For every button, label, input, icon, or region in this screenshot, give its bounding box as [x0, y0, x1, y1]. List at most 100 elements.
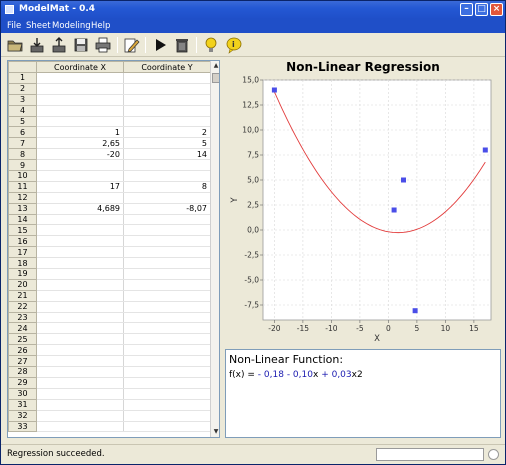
row-header[interactable]: 7 — [8, 137, 37, 150]
cell-y[interactable] — [123, 246, 211, 259]
delete-icon[interactable] — [173, 36, 191, 54]
open-folder-icon[interactable] — [6, 36, 24, 54]
row-header[interactable]: 3 — [8, 93, 37, 106]
cell-x[interactable]: 2,65 — [36, 137, 124, 150]
cell-y[interactable] — [123, 170, 211, 182]
cell-x[interactable] — [36, 388, 124, 400]
table-row[interactable]: 26 — [8, 344, 211, 357]
cell-x[interactable] — [36, 94, 124, 106]
export-icon[interactable] — [50, 36, 68, 54]
cell-x[interactable] — [36, 83, 124, 95]
cell-x[interactable] — [36, 235, 124, 248]
minimize-button[interactable]: – — [460, 3, 473, 16]
cell-y[interactable] — [123, 235, 211, 248]
table-row[interactable]: 1 — [8, 72, 211, 84]
row-header[interactable]: 24 — [8, 322, 37, 335]
cell-x[interactable] — [36, 159, 124, 172]
close-button[interactable]: × — [490, 3, 503, 16]
table-row[interactable]: 14 — [8, 213, 211, 226]
row-header[interactable]: 8 — [8, 148, 37, 161]
table-row[interactable]: 18 — [8, 257, 211, 270]
scroll-thumb[interactable] — [212, 73, 219, 83]
cell-x[interactable] — [36, 268, 124, 280]
row-header[interactable]: 6 — [8, 126, 37, 139]
cell-x[interactable] — [36, 322, 124, 335]
cell-x[interactable] — [36, 246, 124, 259]
table-row[interactable]: 20 — [8, 278, 211, 291]
table-row[interactable]: 33 — [8, 420, 211, 433]
cell-x[interactable] — [36, 279, 124, 291]
table-row[interactable]: 31 — [8, 398, 211, 411]
table-row[interactable]: 11 17 8 — [8, 180, 211, 193]
idea-icon[interactable] — [202, 36, 220, 54]
table-row[interactable]: 32 — [8, 409, 211, 422]
menu-file[interactable]: File — [7, 21, 22, 31]
table-row[interactable]: 16 — [8, 235, 211, 248]
table-row[interactable]: 7 2,65 5 — [8, 137, 211, 150]
cell-y[interactable] — [123, 322, 211, 335]
row-header[interactable]: 32 — [8, 409, 37, 422]
row-header[interactable]: 5 — [8, 115, 37, 128]
row-header[interactable]: 22 — [8, 300, 37, 313]
row-header[interactable]: 28 — [8, 366, 37, 378]
table-row[interactable]: 27 — [8, 355, 211, 368]
scroll-up-icon[interactable]: ▲ — [213, 62, 219, 69]
cell-x[interactable] — [36, 333, 124, 346]
cell-y[interactable]: -8,07 — [123, 203, 211, 215]
row-header[interactable]: 11 — [8, 180, 37, 193]
cell-x[interactable] — [36, 410, 124, 422]
cell-x[interactable] — [36, 290, 124, 302]
cell-y[interactable] — [123, 333, 211, 346]
row-header[interactable]: 21 — [8, 289, 37, 302]
row-header[interactable]: 17 — [8, 246, 37, 259]
maximize-button[interactable]: □ — [475, 3, 488, 16]
cell-x[interactable] — [36, 366, 124, 378]
save-icon[interactable] — [72, 36, 90, 54]
import-icon[interactable] — [28, 36, 46, 54]
scroll-down-icon[interactable]: ▼ — [213, 428, 219, 435]
print-icon[interactable] — [94, 36, 112, 54]
cell-y[interactable] — [123, 399, 211, 411]
table-row[interactable]: 2 — [8, 82, 211, 95]
cell-x[interactable]: 4,689 — [36, 203, 124, 215]
help-icon[interactable]: i — [225, 36, 243, 54]
row-header[interactable]: 26 — [8, 344, 37, 357]
cell-x[interactable] — [36, 421, 124, 433]
row-header[interactable]: 30 — [8, 387, 37, 400]
cell-x[interactable] — [36, 224, 124, 237]
row-header[interactable]: 14 — [8, 213, 37, 226]
menu-sheet[interactable]: Sheet — [26, 21, 51, 31]
sheet-scrollbar[interactable]: ▲ ▼ — [210, 61, 219, 437]
row-header[interactable]: 29 — [8, 376, 37, 389]
table-row[interactable]: 21 — [8, 289, 211, 302]
row-header[interactable]: 23 — [8, 311, 37, 324]
edit-icon[interactable] — [122, 36, 140, 54]
row-header[interactable]: 33 — [8, 420, 37, 433]
cell-y[interactable] — [123, 366, 211, 378]
cell-y[interactable] — [123, 388, 211, 400]
cell-y[interactable] — [123, 72, 211, 84]
cell-x[interactable] — [36, 116, 124, 128]
row-header[interactable]: 19 — [8, 268, 37, 280]
cell-x[interactable] — [36, 399, 124, 411]
row-header[interactable]: 10 — [8, 170, 37, 182]
table-row[interactable]: 17 — [8, 246, 211, 259]
row-header[interactable]: 25 — [8, 333, 37, 346]
cell-y[interactable]: 5 — [123, 137, 211, 150]
table-row[interactable]: 22 — [8, 300, 211, 313]
table-row[interactable]: 15 — [8, 224, 211, 237]
table-row[interactable]: 3 — [8, 93, 211, 106]
cell-y[interactable]: 2 — [123, 126, 211, 139]
row-header[interactable]: 27 — [8, 355, 37, 368]
cell-y[interactable] — [123, 105, 211, 117]
cell-y[interactable] — [123, 94, 211, 106]
table-row[interactable]: 30 — [8, 387, 211, 400]
table-row[interactable]: 5 — [8, 115, 211, 128]
cell-y[interactable] — [123, 410, 211, 422]
cell-x[interactable] — [36, 301, 124, 313]
cell-x[interactable] — [36, 214, 124, 226]
cell-y[interactable] — [123, 159, 211, 172]
row-header[interactable]: 12 — [8, 191, 37, 204]
cell-y[interactable] — [123, 192, 211, 204]
